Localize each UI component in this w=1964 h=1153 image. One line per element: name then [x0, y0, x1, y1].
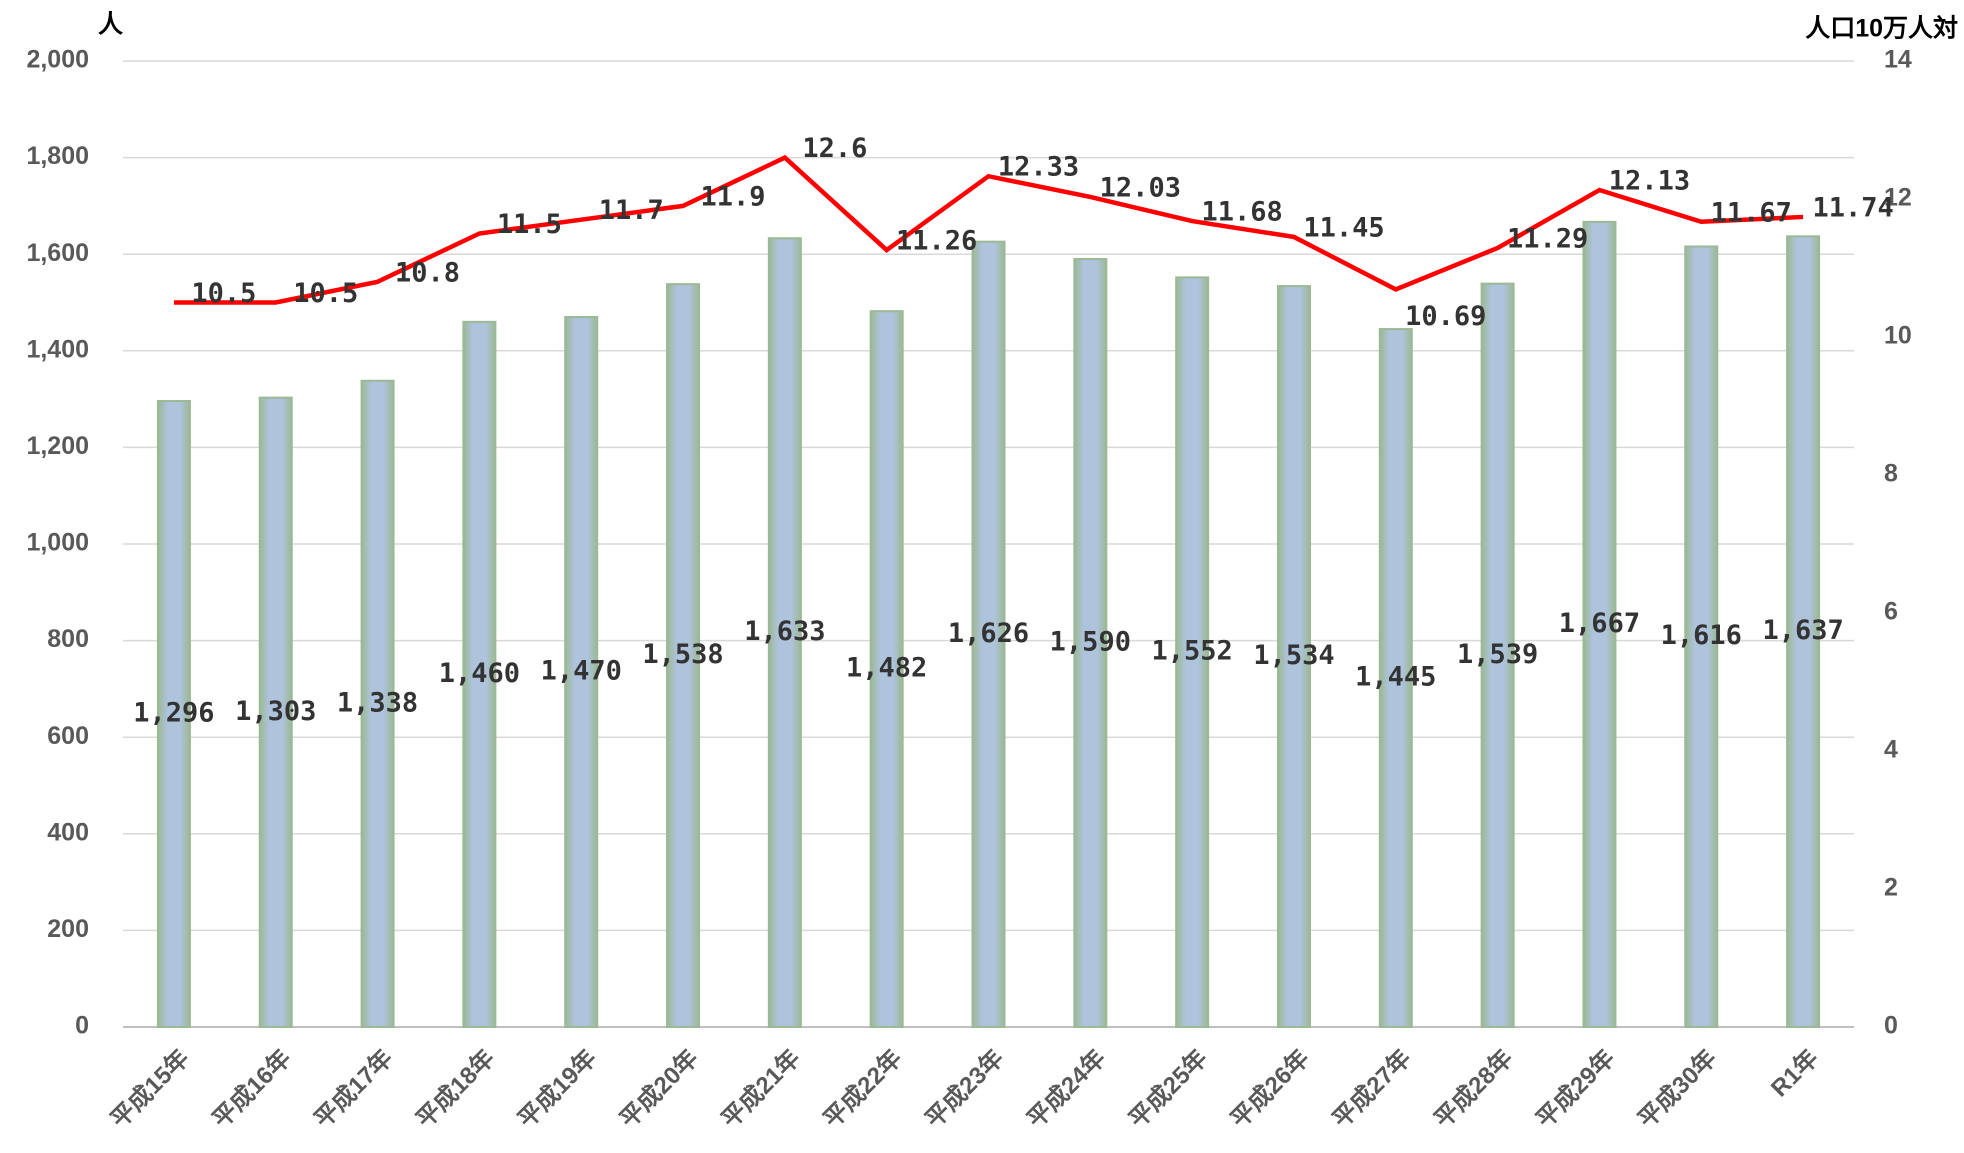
x-tick-label: 平成29年	[1531, 1044, 1621, 1134]
bar-value-label: 1,616	[1661, 620, 1742, 651]
y-tick-label: 1,000	[26, 529, 89, 557]
x-tick-label: 平成16年	[207, 1044, 297, 1134]
bar	[1684, 245, 1719, 1029]
y-tick-label: 200	[47, 915, 89, 943]
y2-tick-label: 6	[1884, 598, 1898, 626]
line-value-label: 11.67	[1711, 197, 1792, 228]
bar	[360, 379, 395, 1029]
line-value-label: 11.7	[599, 195, 664, 226]
line-value-label: 10.5	[191, 278, 256, 309]
x-tick-label: R1年	[1765, 1044, 1823, 1102]
line	[173, 154, 1804, 305]
line-value-label: 12.03	[1100, 172, 1181, 203]
line-value-label: 10.69	[1405, 301, 1486, 332]
y-tick-label: 1,400	[26, 335, 89, 363]
x-tick-label: 平成17年	[309, 1044, 399, 1134]
line-value-label: 11.68	[1202, 197, 1283, 228]
y2-tick-label: 0	[1884, 1012, 1898, 1040]
bar-value-label: 1,296	[133, 698, 214, 729]
line-value-label: 10.5	[293, 278, 358, 309]
x-tick-label: 平成28年	[1429, 1044, 1519, 1134]
bar	[1786, 235, 1821, 1029]
bar	[462, 320, 497, 1028]
bar	[1073, 258, 1108, 1028]
bar-value-label: 1,482	[846, 653, 927, 684]
line-value-label: 11.45	[1303, 212, 1384, 243]
bar	[1582, 220, 1617, 1029]
bar	[971, 240, 1006, 1028]
line-value-label: 11.74	[1812, 192, 1893, 223]
x-tick-label: 平成15年	[105, 1044, 195, 1134]
y-tick-label: 1,200	[26, 432, 89, 460]
y-tick-label: 400	[47, 818, 89, 846]
y-tick-label: 800	[47, 625, 89, 653]
bar	[1276, 285, 1311, 1028]
line-value-label: 12.6	[802, 133, 867, 164]
bar-value-label: 1,460	[439, 658, 520, 689]
y-tick-label: 2,000	[26, 46, 89, 74]
bar-value-label: 1,303	[235, 696, 316, 727]
x-tick-label: 平成26年	[1225, 1044, 1315, 1134]
bar	[666, 283, 701, 1028]
x-tick-label: 平成20年	[614, 1044, 704, 1134]
y2-axis-title: 人口10万人対	[1805, 15, 1958, 43]
y2-tick-label: 2	[1884, 874, 1898, 902]
bar	[258, 396, 293, 1028]
y2-tick-label: 4	[1884, 736, 1898, 764]
bar-value-label: 1,552	[1152, 636, 1233, 667]
bar-value-label: 1,538	[642, 639, 723, 670]
line-value-label: 11.26	[896, 226, 977, 257]
bar	[1480, 282, 1515, 1028]
bar-value-label: 1,534	[1253, 640, 1334, 671]
y-tick-label: 600	[47, 722, 89, 750]
y2-tick-label: 12	[1884, 184, 1912, 212]
x-tick-label: 平成27年	[1327, 1044, 1417, 1134]
line-value-label: 12.13	[1609, 166, 1690, 197]
bar-value-label: 1,338	[337, 687, 418, 718]
x-tick-label: 平成23年	[920, 1044, 1010, 1134]
y2-tick-label: 8	[1884, 460, 1898, 488]
bar-value-label: 1,637	[1762, 615, 1843, 646]
y-tick-label: 0	[75, 1012, 89, 1040]
y-axis-title: 人	[98, 11, 123, 39]
y-tick-label: 1,800	[26, 142, 89, 170]
bar-value-label: 1,539	[1457, 639, 1538, 670]
line-value-label: 11.29	[1507, 223, 1588, 254]
bar-value-label: 1,470	[541, 655, 622, 686]
x-tick-label: 平成22年	[818, 1044, 908, 1134]
line-value-label: 10.8	[395, 257, 460, 288]
bar-value-label: 1,667	[1559, 608, 1640, 639]
x-tick-label: 平成25年	[1123, 1044, 1213, 1134]
y-tick-label: 1,600	[26, 239, 89, 267]
y2-tick-label: 14	[1884, 46, 1912, 74]
x-tick-label: 平成18年	[411, 1044, 501, 1134]
bar	[767, 237, 802, 1029]
bar	[869, 310, 904, 1029]
line-value-label: 11.5	[497, 209, 562, 240]
x-tick-label: 平成30年	[1632, 1044, 1722, 1134]
line-value-label: 11.9	[701, 181, 766, 212]
x-tick-label: 平成21年	[716, 1044, 806, 1134]
bar-value-label: 1,633	[744, 616, 825, 647]
x-tick-label: 平成24年	[1021, 1044, 1111, 1134]
bar	[1378, 328, 1413, 1028]
bar-value-label: 1,445	[1355, 662, 1436, 693]
bar	[156, 400, 191, 1029]
bar	[1175, 276, 1210, 1029]
bar	[564, 315, 599, 1028]
line-value-label: 12.33	[998, 152, 1079, 183]
x-tick-label: 平成19年	[512, 1044, 602, 1134]
bar-value-label: 1,590	[1050, 627, 1131, 658]
y2-tick-label: 10	[1884, 322, 1912, 350]
bar-value-label: 1,626	[948, 618, 1029, 649]
